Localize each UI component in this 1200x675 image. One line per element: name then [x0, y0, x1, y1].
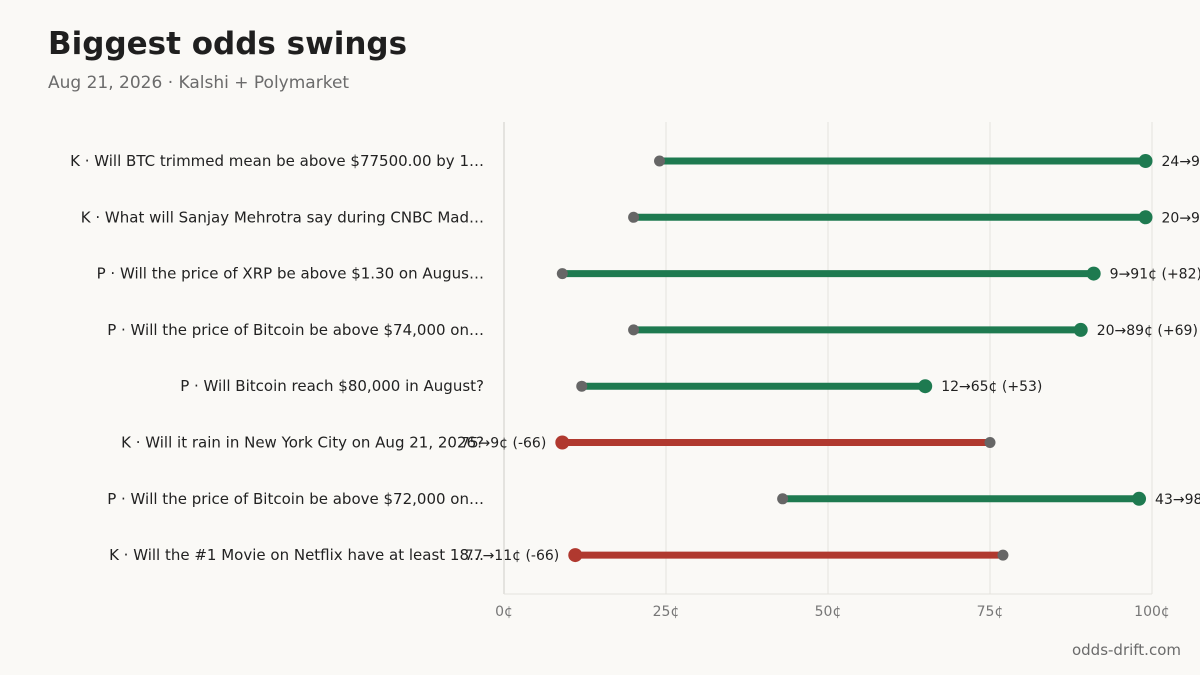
end-point — [555, 435, 570, 450]
end-point — [1138, 154, 1153, 168]
chart-rows: K · Will BTC trimmed mean be above $7750… — [70, 152, 1200, 564]
start-point — [777, 493, 789, 505]
x-tick-label: 75¢ — [977, 604, 1004, 620]
market-row: P · Will the price of Bitcoin be above $… — [107, 490, 1200, 508]
x-tick-label: 50¢ — [815, 604, 842, 620]
end-point — [1073, 322, 1088, 337]
row-label: K · Will it rain in New York City on Aug… — [121, 434, 484, 452]
row-label: K · What will Sanjay Mehrotra say during… — [81, 208, 484, 226]
row-label: K · Will the #1 Movie on Netflix have at… — [109, 546, 484, 564]
start-point — [556, 268, 568, 280]
site-credit: odds-drift.com — [1071, 641, 1181, 659]
start-point — [654, 155, 666, 167]
market-row: K · What will Sanjay Mehrotra say during… — [81, 208, 1200, 226]
value-label: 75→9¢ (-66) — [461, 436, 547, 452]
value-label: 43→98¢ (+55) — [1155, 492, 1200, 508]
x-tick-label: 25¢ — [653, 604, 680, 620]
market-row: P · Will Bitcoin reach $80,000 in August… — [180, 377, 1042, 395]
start-point — [628, 324, 640, 336]
value-label: 9→91¢ (+82) — [1110, 267, 1200, 283]
row-label: P · Will Bitcoin reach $80,000 in August… — [180, 377, 484, 395]
end-point — [568, 548, 583, 563]
row-label: P · Will the price of XRP be above $1.30… — [97, 265, 484, 283]
market-row: K · Will the #1 Movie on Netflix have at… — [109, 546, 1009, 564]
market-row: K · Will it rain in New York City on Aug… — [121, 434, 996, 452]
value-label: 77→11¢ (-66) — [465, 548, 560, 564]
value-label: 20→89¢ (+69) — [1097, 323, 1198, 339]
row-label: P · Will the price of Bitcoin be above $… — [107, 490, 484, 508]
x-axis-ticks: 0¢ 25¢ 50¢ 75¢ 100¢ — [495, 604, 1170, 620]
start-point — [628, 211, 640, 223]
value-label: 20→99¢ (+79) — [1162, 210, 1200, 226]
end-point — [1132, 491, 1147, 506]
end-point — [1138, 210, 1153, 225]
chart-subtitle: Aug 21, 2026 · Kalshi + Polymarket — [48, 73, 350, 93]
x-tick-label: 0¢ — [495, 604, 513, 620]
start-point — [576, 380, 588, 392]
value-label: 12→65¢ (+53) — [941, 379, 1042, 395]
x-tick-label: 100¢ — [1134, 604, 1170, 620]
end-point — [918, 379, 933, 394]
market-row: P · Will the price of Bitcoin be above $… — [107, 321, 1198, 339]
market-row: K · Will BTC trimmed mean be above $7750… — [70, 152, 1200, 170]
value-label: 24→99¢ (+75) — [1162, 154, 1200, 170]
chart-title: Biggest odds swings — [48, 26, 408, 62]
market-row: P · Will the price of XRP be above $1.30… — [97, 265, 1200, 283]
grid-lines — [503, 122, 1153, 595]
start-point — [997, 549, 1009, 561]
row-label: P · Will the price of Bitcoin be above $… — [107, 321, 484, 339]
row-label: K · Will BTC trimmed mean be above $7750… — [70, 152, 484, 170]
start-point — [984, 437, 996, 448]
end-point — [1086, 266, 1101, 281]
